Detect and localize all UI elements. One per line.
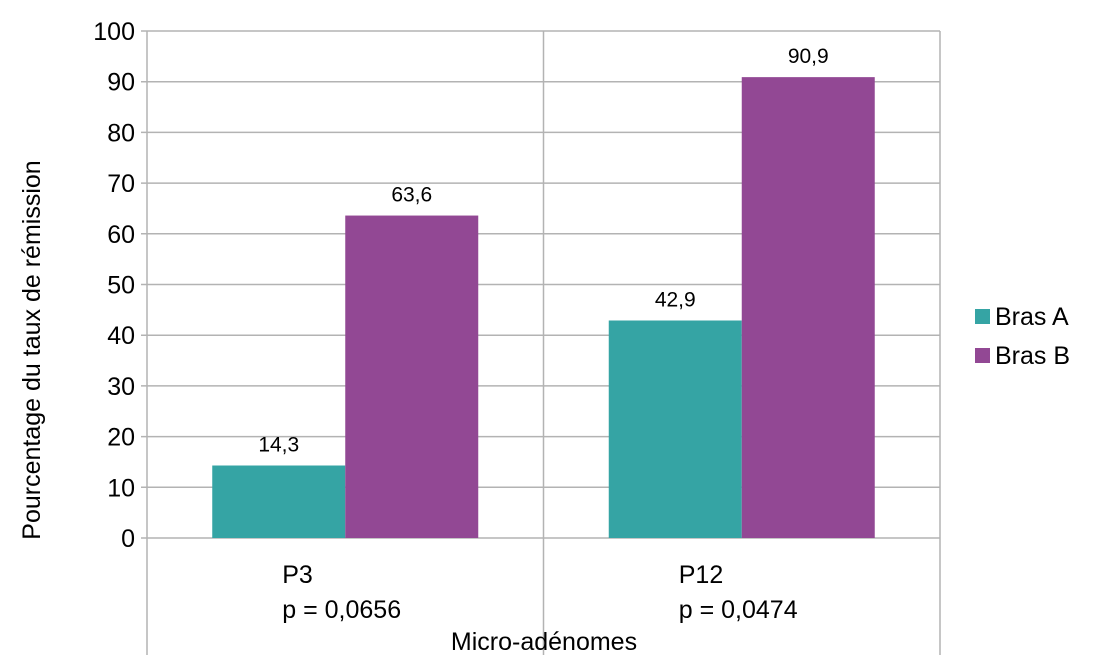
y-tick-label: 70 <box>107 170 135 198</box>
y-tick-label: 10 <box>107 474 135 502</box>
bar-bras-b-p12 <box>741 77 875 539</box>
data-label: 42,9 <box>655 288 696 311</box>
y-axis-title: Pourcentage du taux de rémission <box>18 160 46 539</box>
bars <box>212 77 875 539</box>
legend-label-bras-a: Bras A <box>995 303 1069 331</box>
y-tick-label: 80 <box>107 119 135 147</box>
x-category-label: P12 <box>679 561 723 589</box>
y-tick-label: 40 <box>107 322 135 350</box>
y-tick-label: 30 <box>107 373 135 401</box>
x-category-sublabel: p = 0,0656 <box>282 596 401 624</box>
y-tick-label: 0 <box>121 525 135 553</box>
x-axis-title: Micro-adénomes <box>451 628 637 656</box>
legend: Bras A Bras B <box>975 303 1070 370</box>
x-category-label: P3 <box>282 561 313 589</box>
y-tick-label: 50 <box>107 272 135 300</box>
legend-swatch-bras-b <box>975 348 990 363</box>
y-tick-label: 100 <box>93 18 135 46</box>
data-label: 14,3 <box>258 433 299 456</box>
x-category-sublabel: p = 0,0474 <box>679 596 798 624</box>
data-label: 63,6 <box>391 184 432 207</box>
y-tick-label: 20 <box>107 424 135 452</box>
y-tick-label: 60 <box>107 221 135 249</box>
bar-bras-b-p3 <box>345 215 479 538</box>
legend-swatch-bras-a <box>975 309 990 324</box>
bar-bras-a-p12 <box>608 320 742 538</box>
legend-label-bras-b: Bras B <box>995 342 1070 370</box>
data-label: 90,9 <box>788 45 829 68</box>
axes <box>146 31 941 655</box>
labels: 0 10 20 30 40 50 60 70 80 90 100 14,3 63,6 P3 p = 0,06… <box>93 18 828 624</box>
y-tick-label: 90 <box>107 69 135 97</box>
bar-bras-a-p3 <box>212 465 346 538</box>
